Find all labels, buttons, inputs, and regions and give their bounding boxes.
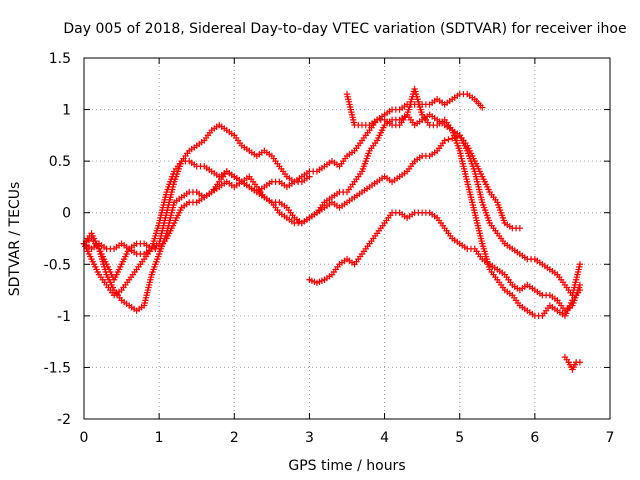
- x-tick-label: 3: [305, 430, 314, 446]
- y-tick-label: -0.5: [44, 257, 71, 273]
- data-point: [479, 104, 486, 111]
- data-point: [576, 286, 584, 294]
- x-tick-label: 5: [455, 430, 464, 446]
- x-axis-label: GPS time / hours: [288, 458, 405, 474]
- y-tick-label: -2: [57, 412, 71, 428]
- chart-title: Day 005 of 2018, Sidereal Day-to-day VTE…: [63, 21, 626, 37]
- x-tick-label: 6: [530, 430, 539, 446]
- data-points: [80, 85, 584, 373]
- x-tick-label: 0: [80, 430, 89, 446]
- y-tick-label: 0.5: [49, 154, 71, 170]
- x-tick-label: 7: [606, 430, 615, 446]
- plot-frame: [83, 57, 611, 420]
- y-tick-label: -1.5: [44, 360, 71, 376]
- data-point: [576, 359, 584, 366]
- x-tick-label: 4: [380, 430, 389, 446]
- y-tick-label: 1.5: [49, 51, 71, 67]
- data-point: [441, 137, 448, 144]
- y-tick-label: -1: [57, 309, 71, 325]
- x-tick-label: 2: [230, 430, 239, 446]
- y-axis-label: SDTVAR / TECUs: [7, 182, 23, 297]
- y-tick-label: 0: [62, 206, 71, 222]
- data-point: [516, 224, 524, 232]
- y-tick-label: 1: [62, 103, 71, 119]
- data-point: [576, 261, 584, 268]
- data-point: [445, 136, 452, 143]
- x-tick-label: 1: [155, 430, 164, 446]
